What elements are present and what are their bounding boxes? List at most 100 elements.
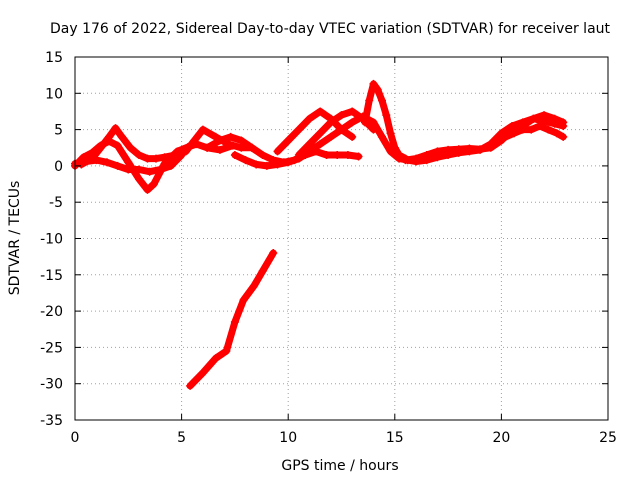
data-point [105,132,114,141]
data-point [369,125,378,134]
series-arc-11 [402,111,567,164]
y-tick-label: -5 [49,195,63,211]
data-point [143,154,152,163]
data-point [510,129,519,138]
data-point [113,161,122,170]
data-point [294,151,303,160]
data-point [401,156,410,165]
x-tick-labels: 0 5 10 15 20 25 [71,430,617,446]
data-point [348,118,357,127]
data-point [412,154,421,163]
y-tick-label: -35 [40,413,63,429]
data-point [77,160,86,169]
data-point [354,152,363,161]
y-tick-label: 5 [54,123,63,139]
data-point [365,96,374,105]
y-tick-label: -10 [40,232,63,248]
data-point [273,160,282,169]
y-tick-label: 15 [45,50,63,66]
data-point [126,143,135,152]
data-point [316,129,325,138]
data-point [454,145,463,154]
y-tick-labels: -35 -30 -25 -20 -15 -10 -5 0 5 10 15 [40,50,63,429]
data-point [326,118,335,127]
data-point [117,132,126,141]
y-tick-label: -15 [40,268,63,284]
data-point [247,143,256,152]
data-point [348,132,357,141]
x-tick-label: 25 [599,430,617,446]
data-point [360,118,369,127]
data-point [124,165,133,174]
data-point [348,107,357,116]
chart-title: Day 176 of 2022, Sidereal Day-to-day VTE… [50,21,611,37]
data-point [316,140,325,149]
data-point [535,121,544,130]
data-point [230,151,239,160]
data-point [284,158,293,167]
data-point [226,132,235,141]
data-point [544,125,553,134]
data-point [149,180,158,189]
data-point [224,140,233,149]
data-point [378,96,387,105]
data-point [230,317,239,326]
data-point [96,143,105,152]
data-point [326,132,335,141]
data-point [386,129,395,138]
data-point [145,167,154,176]
tick-marks [74,56,609,421]
data-point [203,143,212,152]
data-point [540,111,549,120]
data-point [337,125,346,134]
series-arc-8 [295,107,377,159]
y-tick-label: 0 [54,159,63,175]
series-arc-9 [361,80,409,163]
data-point [337,111,346,120]
data-point [305,140,314,149]
data-point [186,381,195,390]
data-point [559,132,568,141]
y-tick-label: -30 [40,377,63,393]
data-point [102,158,111,167]
data-point [382,111,391,120]
data-point [422,151,431,160]
data-point [156,165,165,174]
data-point [476,145,485,154]
series-arc-7 [274,107,356,155]
data-point [284,136,293,145]
data-point [262,161,271,170]
data-point [198,125,207,134]
data-point [273,147,282,156]
data-point [134,165,143,174]
data-point [433,147,442,156]
data-point [166,161,175,170]
data-point [390,143,399,152]
data-point [160,153,169,162]
data-point [211,354,220,363]
data-point [369,79,378,88]
data-point [239,296,248,305]
data-point [294,125,303,134]
data-point [550,114,559,123]
data-point [111,124,120,133]
data-point [215,145,224,154]
data-point [269,249,278,258]
data-point [113,141,122,150]
y-axis-label: SDTVAR / TECUs [7,181,23,296]
data-point [198,368,207,377]
data-point [237,136,246,145]
data-point [124,158,133,167]
data-point [134,151,143,160]
data-point [527,125,536,134]
y-tick-label: -20 [40,304,63,320]
data-point [559,118,568,127]
data-point [258,151,267,160]
data-point [252,160,261,169]
data-point [134,174,143,183]
data-point [241,156,250,165]
data-point [190,136,199,145]
data-point [237,143,246,152]
data-point [552,129,561,138]
